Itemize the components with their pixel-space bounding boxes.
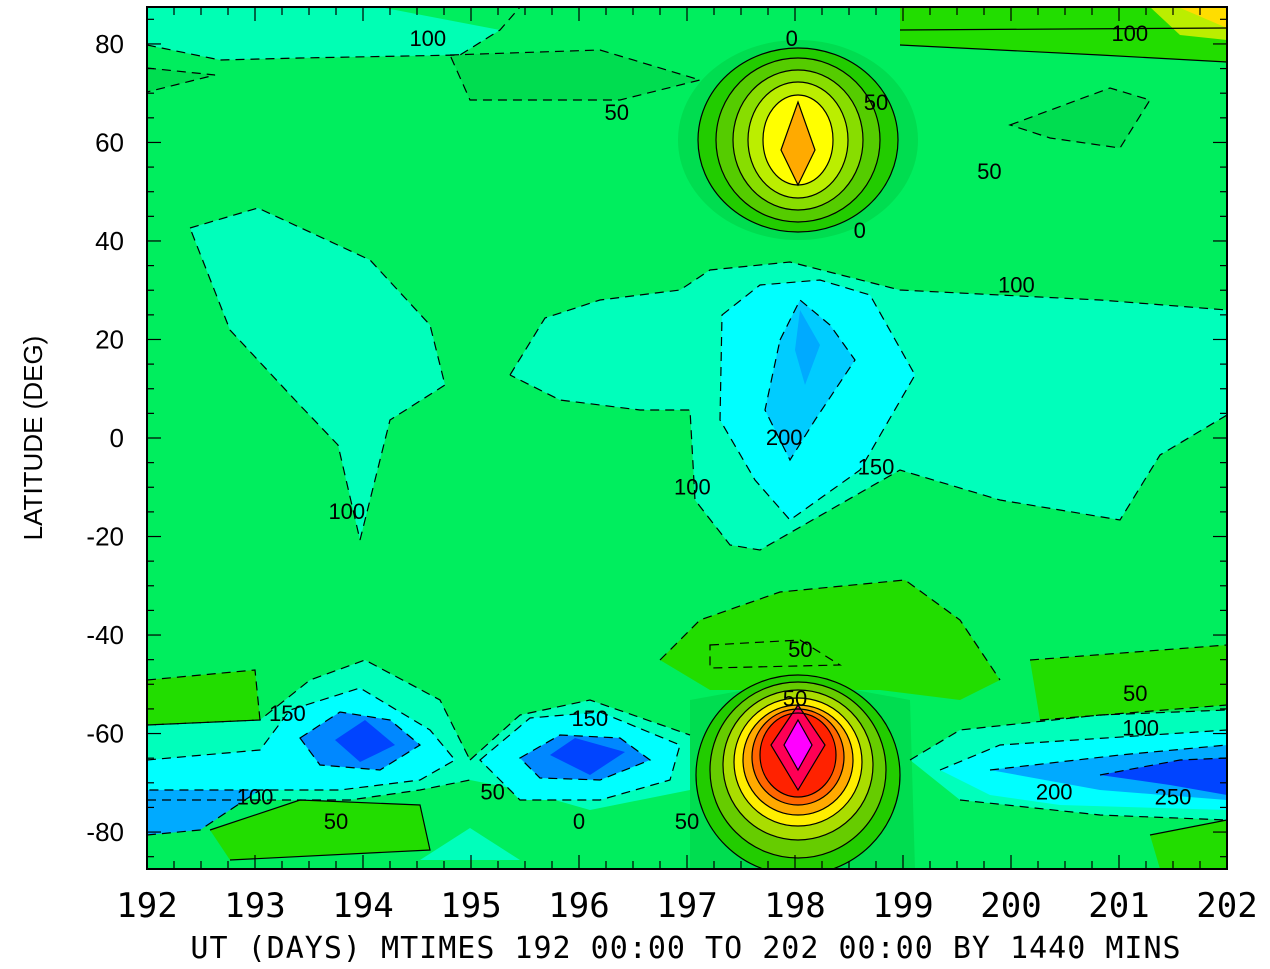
contour-label: 100	[1111, 21, 1148, 46]
contour-label: 50	[783, 686, 807, 711]
x-tick-label: 193	[224, 886, 285, 926]
contour-label: 100	[328, 499, 365, 524]
y-axis-label: LATITUDE (DEG)	[18, 336, 48, 541]
contour-label: 0	[854, 218, 866, 243]
contour-label: 50	[675, 809, 699, 834]
x-tick-label: 197	[656, 886, 717, 926]
contour-lines	[147, 7, 1227, 869]
contour-fill	[147, 7, 1227, 869]
contour-label: 50	[1123, 681, 1147, 706]
x-tick-label: 192	[116, 886, 177, 926]
contour-label: 150	[571, 706, 608, 731]
contour-label: 100	[237, 785, 274, 810]
contour-label: 50	[977, 159, 1001, 184]
contour-label: 0	[786, 26, 798, 51]
contour-label: 50	[324, 809, 348, 834]
contour-label: 50	[480, 780, 504, 805]
y-tick-label: 80	[95, 29, 124, 59]
contour-label: 100	[674, 474, 711, 499]
contour-label: 100	[1122, 716, 1159, 741]
contour-label: 100	[409, 26, 446, 51]
x-tick-label: 200	[980, 886, 1041, 926]
contour-label: 200	[766, 425, 803, 450]
contour-label: 50	[605, 100, 629, 125]
y-tick-label: 20	[95, 324, 124, 354]
contour-labels: 100 0 100 50 50 50 0 100 200 150 100 100 50 50 50 150 15…	[237, 21, 1192, 834]
contour-label: 0	[573, 809, 585, 834]
x-tick-label: 196	[548, 886, 609, 926]
contour-label: 50	[788, 637, 812, 662]
contour-label: 100	[998, 272, 1035, 297]
x-tick-label: 199	[872, 886, 933, 926]
x-tick-label: 194	[332, 886, 393, 926]
x-tick-label: 198	[764, 886, 825, 926]
axis-ticks	[146, 7, 1228, 869]
y-tick-label: -80	[86, 817, 124, 847]
contour-label: 150	[269, 701, 306, 726]
x-tick-label: 195	[440, 886, 501, 926]
y-tick-label: 0	[110, 423, 124, 453]
y-tick-label: 40	[95, 226, 124, 256]
x-tick-labels: 192 193 194 195 196 197 198 199 200 201 202	[116, 886, 1257, 926]
y-tick-labels: 80 60 40 20 0 -20 -40 -60 -80	[86, 29, 124, 847]
x-tick-label: 201	[1088, 886, 1149, 926]
contour-label: 250	[1155, 785, 1192, 810]
y-tick-label: -20	[86, 522, 124, 552]
y-tick-label: -60	[86, 719, 124, 749]
contour-label: 200	[1036, 780, 1073, 805]
y-tick-label: 60	[95, 127, 124, 157]
contour-label: 150	[858, 455, 895, 480]
x-tick-label: 202	[1196, 886, 1257, 926]
y-tick-label: -40	[86, 620, 124, 650]
x-axis-label: UT (DAYS) MTIMES 192 00:00 TO 202 00:00 …	[190, 931, 1181, 966]
contour-label: 50	[864, 90, 888, 115]
